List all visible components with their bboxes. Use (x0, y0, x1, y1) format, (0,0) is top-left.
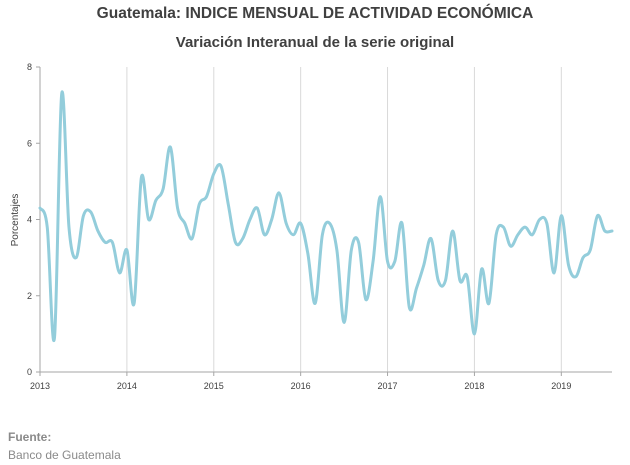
x-tick-label: 2013 (30, 381, 50, 391)
y-axis-label: Porcentajes (10, 194, 21, 247)
chart-subtitle: Variación Interanual de la serie origina… (175, 34, 455, 51)
y-tick-label: 0 (27, 367, 32, 377)
x-tick-label: 2015 (204, 381, 224, 391)
chart-title: Guatemala: INDICE MENSUAL DE ACTIVIDAD E… (96, 5, 534, 22)
x-tick-label: 2019 (551, 381, 571, 391)
x-tick-label: 2016 (291, 381, 311, 391)
x-axis-ticks: 2013 2014 2015 2016 2017 2018 2019 (30, 372, 571, 391)
series-line (38, 90, 614, 343)
y-axis-ticks: 0 2 4 6 8 (27, 62, 40, 377)
y-tick-label: 8 (27, 62, 32, 72)
x-tick-label: 2014 (117, 381, 137, 391)
chart-axes (39, 67, 612, 373)
y-tick-label: 2 (27, 291, 32, 301)
chart-grid (39, 67, 562, 372)
line-chart: 0 2 4 6 8 2013 2014 2015 2016 2017 2018 2019 Porce… (10, 62, 614, 391)
source-value: Banco de Guatemala (8, 448, 121, 462)
source-label: Fuente: (8, 430, 52, 444)
y-tick-label: 6 (27, 138, 32, 148)
x-tick-label: 2018 (464, 381, 484, 391)
x-tick-label: 2017 (378, 381, 398, 391)
y-tick-label: 4 (27, 215, 32, 225)
